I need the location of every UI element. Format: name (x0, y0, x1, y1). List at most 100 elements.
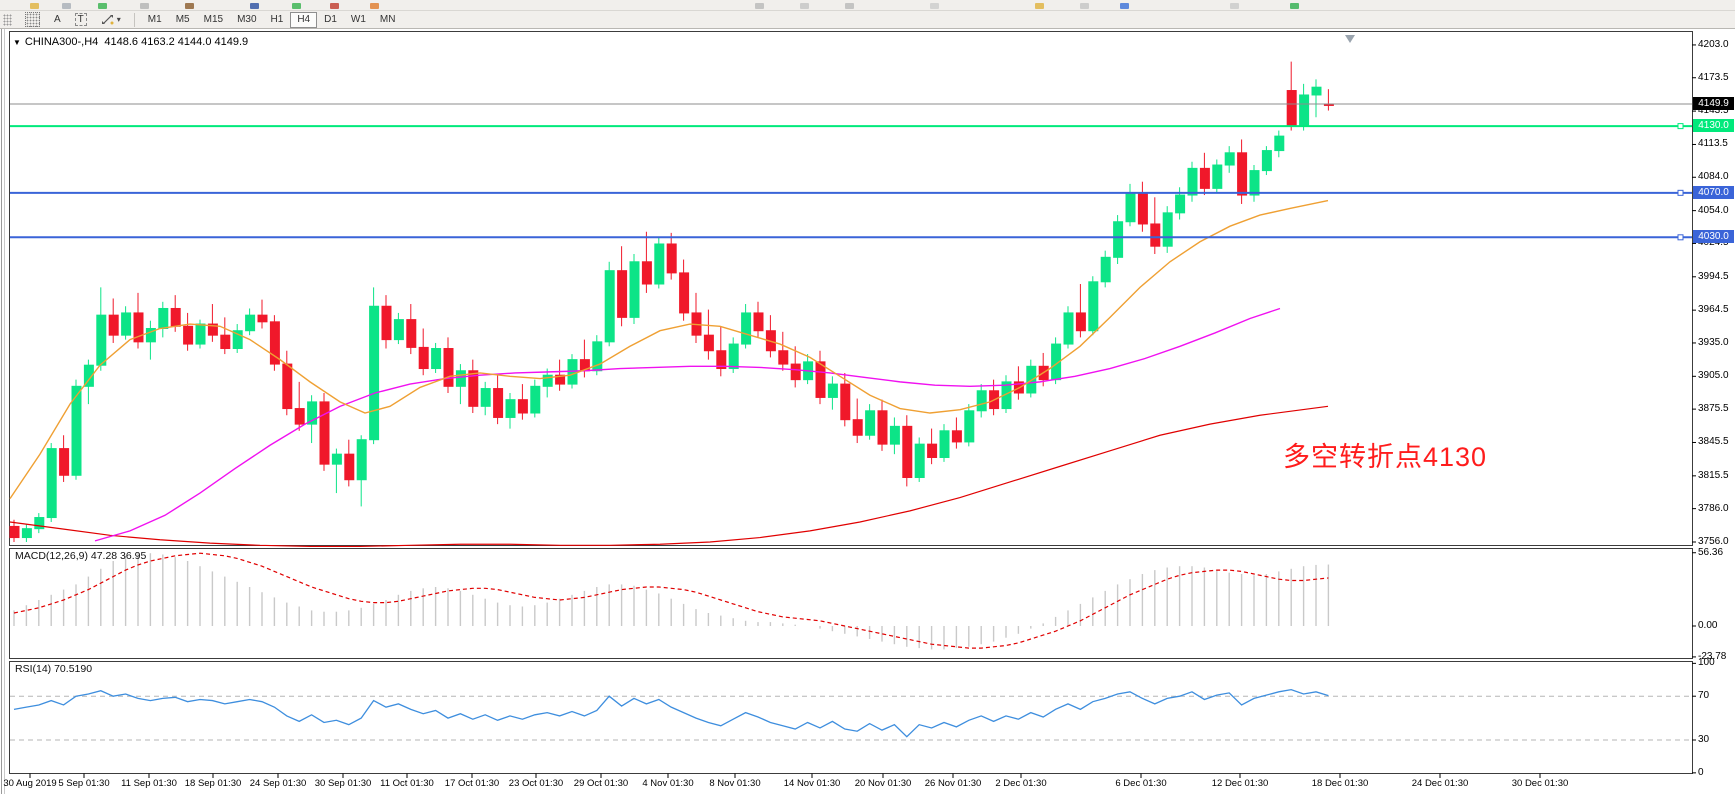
candle-body (369, 305, 380, 441)
candle-body (468, 370, 479, 407)
candle-body (641, 261, 652, 285)
toolbar-icon-partial (292, 3, 301, 9)
text-label-tool[interactable]: A (54, 14, 61, 25)
candle-body (815, 361, 826, 398)
candle-body (257, 314, 268, 323)
timeframe-button-m1[interactable]: M1 (147, 14, 162, 25)
timeframe-button-w1[interactable]: W1 (350, 14, 366, 25)
timeframe-button-m15[interactable]: M15 (203, 14, 224, 25)
price-axis-tick: 4203.0 (1698, 38, 1729, 50)
chart-annotation-text[interactable]: 多空转折点4130 (1283, 442, 1488, 472)
candle-body (455, 370, 466, 387)
candle-body (108, 314, 119, 336)
level-line-handle[interactable] (1677, 123, 1684, 130)
time-axis-label: 20 Nov 01:30 (854, 778, 912, 789)
candle-body (269, 321, 280, 365)
text-box-tool[interactable]: T (68, 12, 94, 28)
time-axis-label: 4 Nov 01:30 (642, 778, 694, 789)
candle-body (1187, 167, 1198, 196)
ma-slow-red-line[interactable] (9, 405, 1329, 548)
candle-body (331, 453, 342, 465)
price-axis-tick: 4143.5 (1698, 105, 1729, 117)
crosshair-grid-icon[interactable] (18, 12, 47, 28)
candle-body (939, 430, 950, 458)
toolbar-icon-partial (370, 3, 379, 9)
timeframe-button-h4[interactable]: H4 (290, 11, 318, 28)
toolbar-icon-partial (755, 3, 764, 9)
candle-body (617, 270, 628, 318)
candle-body (121, 312, 132, 336)
toolbar-icon-partial (930, 3, 939, 9)
candle-body (9, 525, 20, 539)
rsi-axis-tick: 0 (1698, 766, 1704, 778)
timeframe-button-d1[interactable]: D1 (324, 14, 337, 25)
toolbar-icon-partial (140, 3, 149, 9)
price-axis-tick: 3994.5 (1698, 270, 1729, 282)
toolbar-gripper[interactable] (3, 13, 12, 26)
candle-body (1088, 281, 1099, 332)
level-price-tag: 4070.0 (1693, 185, 1734, 199)
ma-fast-orange-line[interactable] (9, 199, 1329, 500)
top-partial-toolbar (0, 0, 1735, 11)
time-axis-label: 12 Dec 01:30 (1211, 778, 1269, 789)
candle-body (71, 385, 82, 476)
candle-body (1125, 192, 1136, 223)
candle-body (158, 307, 169, 329)
price-axis-tick: 3756.0 (1698, 536, 1729, 547)
chart-window[interactable]: ▼ CHINA300-,H4 4148.6 4163.2 4144.0 4149.… (0, 29, 1735, 794)
ma-mid-magenta-line[interactable] (94, 307, 1281, 542)
candle-body (96, 314, 107, 366)
candle-body (877, 410, 888, 445)
line-studies-tool[interactable]: ▾ (94, 12, 128, 28)
time-axis-label: 17 Oct 01:30 (444, 778, 500, 789)
price-axis-tick: 4113.5 (1698, 138, 1728, 150)
candle-body (294, 408, 305, 425)
candle-body (83, 364, 94, 387)
candle-body (431, 348, 442, 370)
candle-body (418, 346, 429, 370)
candle-body (889, 425, 900, 445)
candle-body (1113, 221, 1124, 258)
price-axis-tick: 3905.0 (1698, 370, 1729, 382)
candle-body (195, 323, 206, 345)
candle-body (753, 312, 764, 332)
toolbar-separator (133, 12, 135, 27)
candle-body (1286, 90, 1297, 127)
time-axis-label: 14 Nov 01:30 (783, 778, 841, 789)
level-line-handle[interactable] (1677, 189, 1684, 196)
time-axis-label: 30 Sep 01:30 (314, 778, 372, 789)
symbol-ohlc: 4148.6 4163.2 4144.0 4149.9 (104, 36, 249, 48)
time-axis-label: 23 Oct 01:30 (508, 778, 564, 789)
candle-body (1150, 223, 1161, 247)
candle-body (133, 312, 144, 343)
toolbar-icon-partial (185, 3, 194, 9)
timeframe-button-h1[interactable]: H1 (270, 14, 284, 25)
candle-body (282, 363, 293, 410)
time-axis-label: 18 Sep 01:30 (184, 778, 242, 789)
toolbar-icon-partial (1080, 3, 1089, 9)
chart-canvas[interactable] (0, 29, 1735, 794)
candle-body (21, 528, 32, 539)
symbol-dropdown-icon[interactable]: ▼ (13, 38, 21, 47)
candle-body (356, 439, 367, 481)
timeframe-button-m5[interactable]: M5 (175, 14, 190, 25)
main-toolbar: A T ▾ M1 M5 M15 M30 H1 H4 D1 W1 MN (0, 11, 1735, 29)
candle-body (1224, 152, 1235, 166)
toolbar-icon-partial (845, 3, 854, 9)
timeframe-button-mn[interactable]: MN (379, 14, 396, 25)
toolbar-icon-partial (1120, 3, 1129, 9)
time-axis-label: 26 Nov 01:30 (924, 778, 982, 789)
price-axis-tick: 3786.0 (1698, 502, 1729, 514)
rsi-axis-tick: 30 (1698, 734, 1710, 745)
timeframe-button-m30[interactable]: M30 (237, 14, 257, 25)
toolbar-icon-partial (1035, 3, 1044, 9)
time-axis-label: 5 Sep 01:30 (58, 778, 110, 789)
toolbar-icon-partial (30, 3, 39, 9)
time-axis-label: 6 Dec 01:30 (1115, 778, 1167, 789)
candle-body (555, 374, 566, 385)
candle-body (344, 453, 355, 481)
candle-body (629, 261, 640, 318)
time-axis-label: 30 Aug 2019 (3, 778, 57, 789)
level-line-handle[interactable] (1677, 234, 1684, 241)
time-axis-label: 8 Nov 01:30 (709, 778, 761, 789)
